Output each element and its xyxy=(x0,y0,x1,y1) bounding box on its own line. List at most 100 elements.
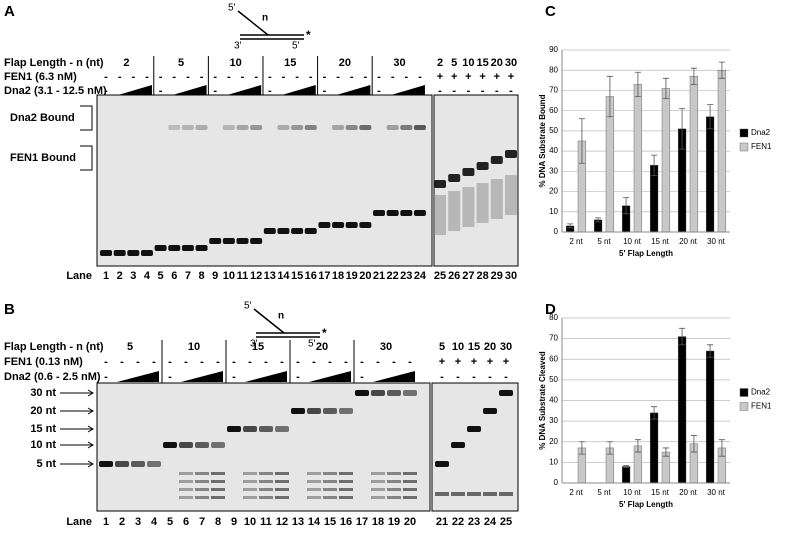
y-tick-label: 20 xyxy=(549,437,558,446)
gel-band xyxy=(323,472,337,475)
fen1-sign: - xyxy=(323,71,327,83)
diagram-label: 5′ xyxy=(244,301,252,312)
gel-band xyxy=(505,175,517,215)
lane-number: 6 xyxy=(171,270,177,282)
dna2-sign: - xyxy=(213,85,217,97)
gel-band xyxy=(448,174,461,182)
flap-lane-label: 20 xyxy=(484,341,496,353)
legend-label: FEN1 xyxy=(751,402,772,411)
flap-group-label: 5 xyxy=(178,57,184,69)
fen1-sign: - xyxy=(336,71,340,83)
lane-number: 11 xyxy=(237,270,249,282)
gel-band xyxy=(181,245,194,251)
error-bar-line xyxy=(634,71,641,97)
side-label: Dna2 Bound xyxy=(10,112,75,124)
error-bar xyxy=(707,104,714,130)
fen1-sign: + xyxy=(471,356,477,368)
gel-band xyxy=(387,472,401,475)
fen1-sign: - xyxy=(254,71,258,83)
diagram-label: 3′ xyxy=(250,339,258,350)
dna2-wedge xyxy=(223,85,262,96)
lane-number: 25 xyxy=(500,516,512,528)
lane-number: 13 xyxy=(264,270,276,282)
gel-band xyxy=(168,125,181,130)
fen1-sign: - xyxy=(344,356,348,368)
dna2-sign: - xyxy=(323,85,327,97)
lane-number: 8 xyxy=(198,270,204,282)
gel-band xyxy=(467,426,481,432)
error-bar-line xyxy=(606,441,613,455)
flap-lane-label: 15 xyxy=(476,57,488,69)
gel-band xyxy=(373,210,385,216)
gel-band xyxy=(400,210,413,216)
error-bar xyxy=(623,197,630,215)
fen1-sign: - xyxy=(408,356,412,368)
flap-lane-label: 5 xyxy=(451,57,457,69)
flap-group-label: 10 xyxy=(230,57,242,69)
gel-band xyxy=(359,125,372,130)
error-bar-line xyxy=(567,223,574,229)
dna2-wedge xyxy=(309,371,351,382)
error-bar-line xyxy=(623,197,630,215)
dna2-sign: - xyxy=(438,85,442,97)
lane-number: 9 xyxy=(212,270,218,282)
bar xyxy=(689,76,699,233)
gel-band xyxy=(371,390,385,396)
y-tick-label: 0 xyxy=(554,227,559,236)
y-tick-label: 90 xyxy=(549,45,558,54)
error-bar xyxy=(623,465,630,468)
fen1-sign: + xyxy=(439,356,445,368)
lane-number: 10 xyxy=(244,516,256,528)
lane-number: 14 xyxy=(277,270,290,282)
lane-number: 19 xyxy=(388,516,400,528)
y-tick-label: 10 xyxy=(549,207,558,216)
fen1-sign: - xyxy=(360,356,364,368)
dna2-sign: - xyxy=(268,85,272,97)
lane-number: 30 xyxy=(505,270,517,282)
lane-number: 4 xyxy=(151,516,158,528)
lane-title: Lane xyxy=(66,270,92,282)
fen1-sign: - xyxy=(118,71,122,83)
error-bar-line xyxy=(606,75,613,118)
gel-band xyxy=(259,472,273,475)
gel-image xyxy=(96,382,431,512)
fen1-sign: - xyxy=(131,71,135,83)
gel-band xyxy=(323,488,337,491)
gel-band xyxy=(467,492,481,496)
fen1-sign: - xyxy=(200,356,204,368)
gel-band xyxy=(179,496,193,499)
fen1-sign: - xyxy=(184,356,188,368)
gel-band xyxy=(304,228,317,234)
error-bar xyxy=(634,71,641,97)
fen1-sign: - xyxy=(145,71,149,83)
diagram-flap xyxy=(253,308,285,334)
error-bar xyxy=(679,327,686,346)
legend-label: Dna2 xyxy=(751,388,771,397)
lane-number: 3 xyxy=(135,516,141,528)
error-bar-line xyxy=(634,439,641,453)
gel-band xyxy=(195,472,209,475)
error-bar xyxy=(690,435,697,453)
y-tick-label: 40 xyxy=(549,146,558,155)
x-tick-label: 30 nt xyxy=(707,237,726,246)
gel-band xyxy=(113,250,126,256)
fen1-sign: - xyxy=(391,71,395,83)
gel-band xyxy=(332,125,345,130)
fen1-sign: - xyxy=(328,356,332,368)
dna2-sign: - xyxy=(488,371,492,383)
dna2-wedge xyxy=(373,371,415,382)
gel-band xyxy=(209,238,222,244)
lane-number: 2 xyxy=(119,516,125,528)
lane-number: 5 xyxy=(158,270,164,282)
dna2-wedge xyxy=(181,371,223,382)
y-tick-label: 40 xyxy=(549,396,558,405)
lane-number: 25 xyxy=(434,270,446,282)
gel-band xyxy=(435,492,449,496)
x-tick-label: 15 nt xyxy=(651,237,670,246)
lane-number: 4 xyxy=(144,270,151,282)
gel-band xyxy=(154,245,167,251)
fen1-sign: + xyxy=(479,71,485,83)
fen1-sign: - xyxy=(248,356,252,368)
fen1-sign: - xyxy=(200,71,204,83)
fen1-sign: - xyxy=(280,356,284,368)
